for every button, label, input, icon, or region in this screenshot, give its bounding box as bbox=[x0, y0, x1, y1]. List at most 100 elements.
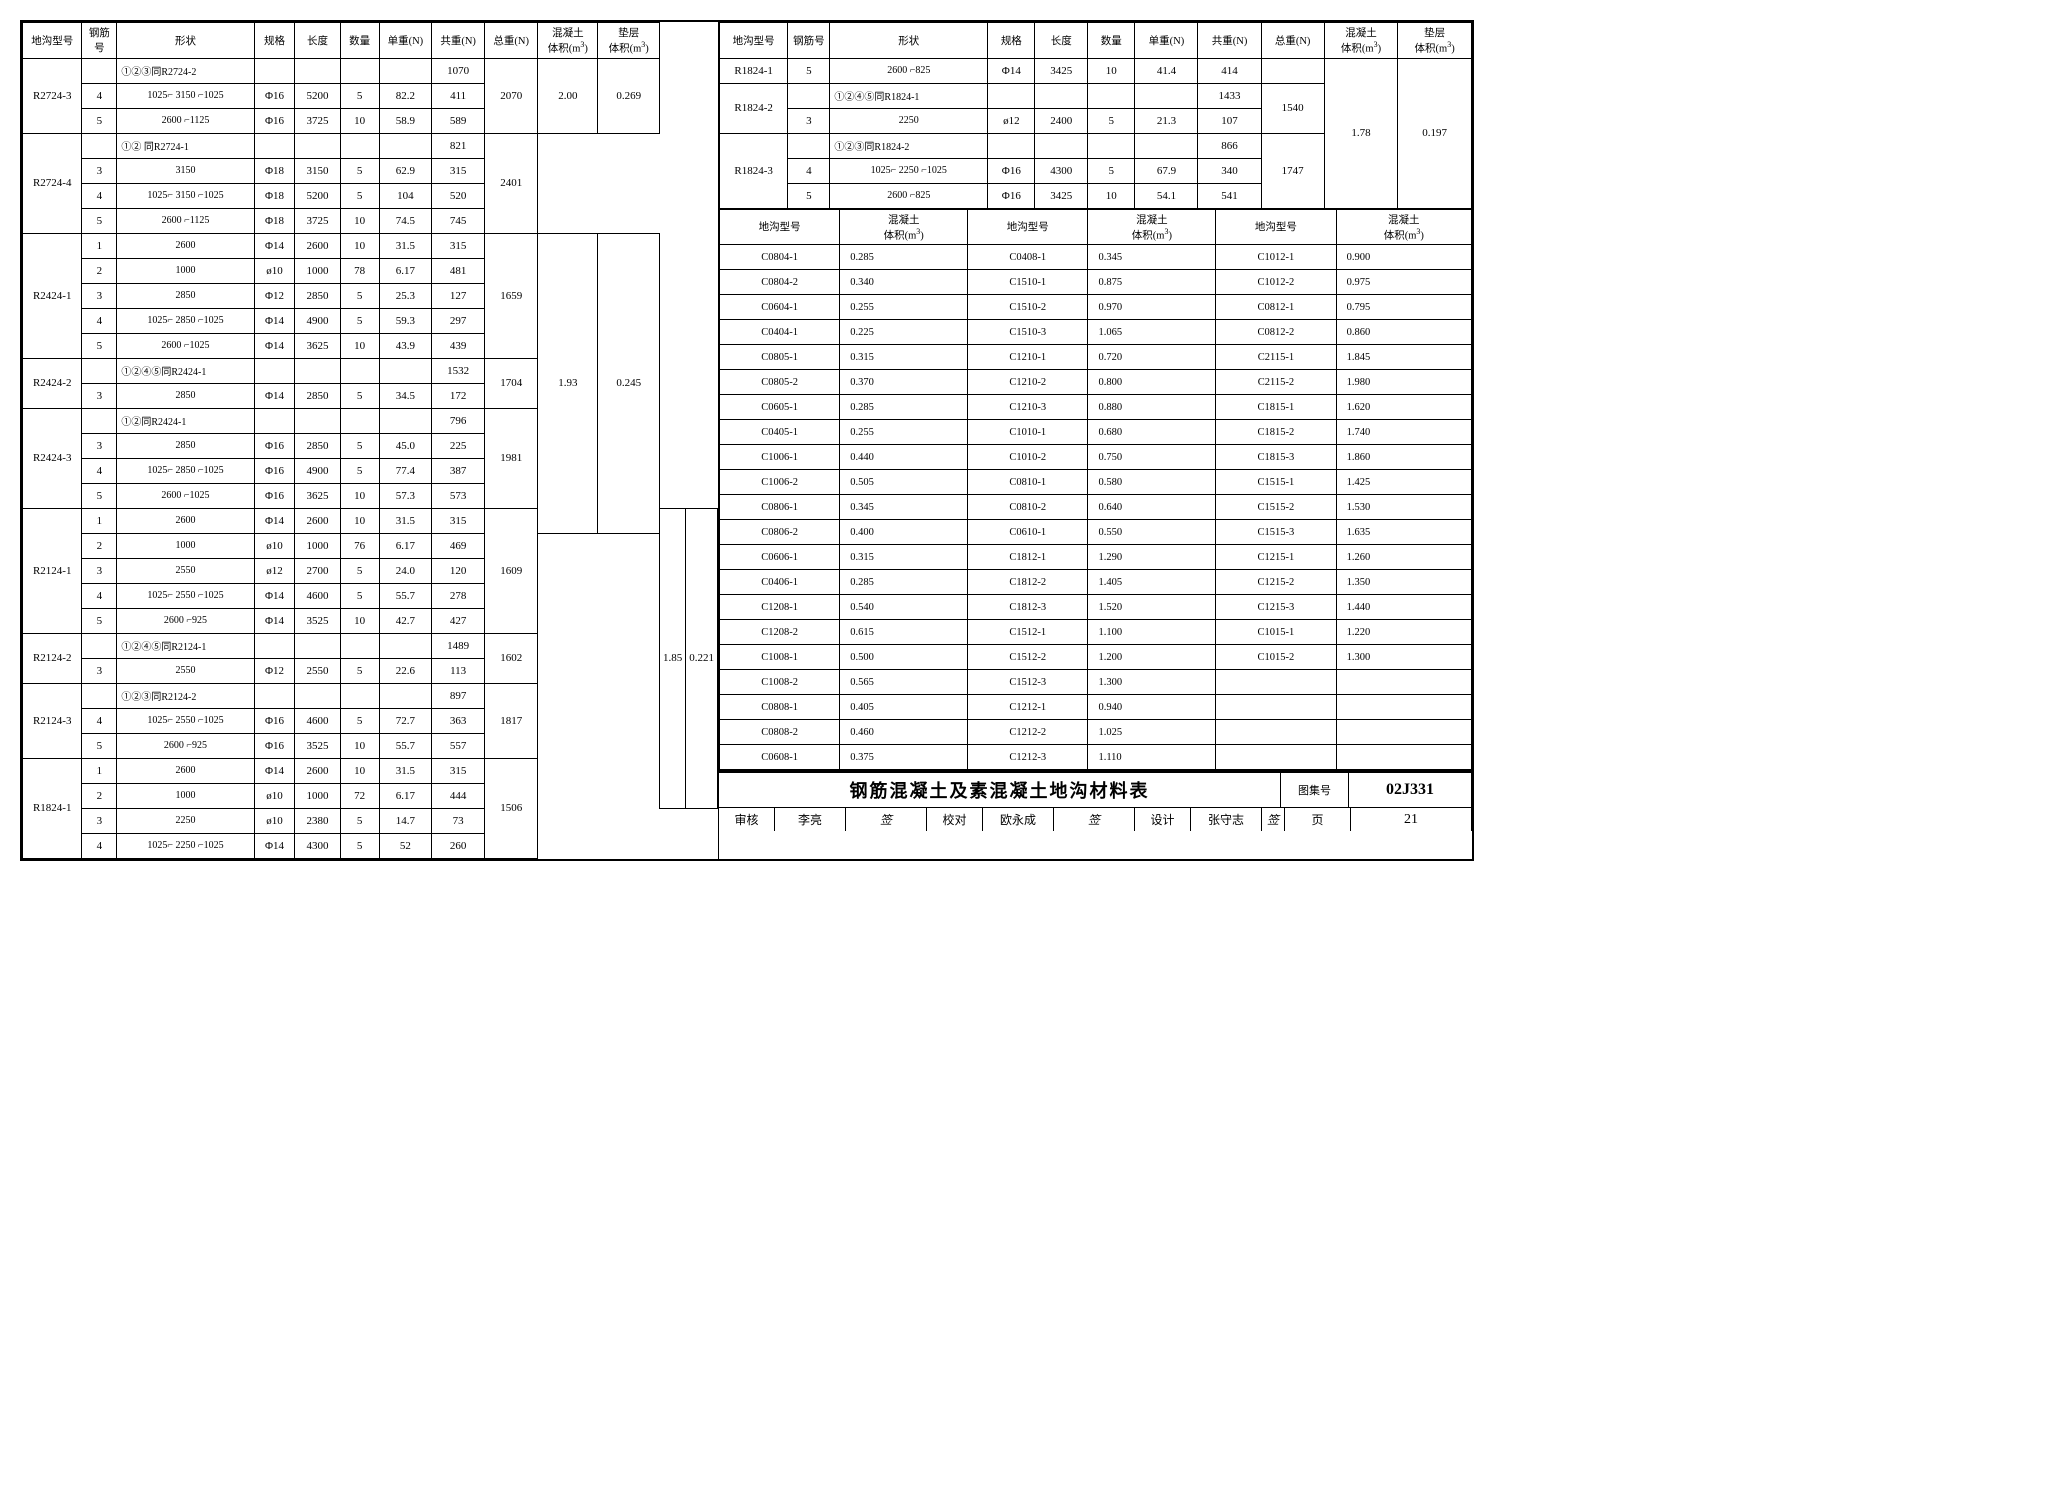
table-row: R1824-112600Φ1426001031.53151506 bbox=[23, 758, 718, 783]
cell-len: 3625 bbox=[295, 483, 340, 508]
cell-len: 3150 bbox=[295, 158, 340, 183]
cell-spec: Φ14 bbox=[254, 758, 295, 783]
cell-uw bbox=[1135, 83, 1198, 108]
vol-value: 1.300 bbox=[1336, 645, 1471, 670]
cell-len: 4300 bbox=[295, 833, 340, 858]
cell-len: 3625 bbox=[295, 333, 340, 358]
cell-uw: 21.3 bbox=[1135, 108, 1198, 133]
table-row: R2424-112600Φ1426001031.531516591.930.24… bbox=[23, 233, 718, 258]
col-header: 数量 bbox=[1088, 23, 1135, 59]
table-row: 41025⌐ 3150 ⌐1025Φ1852005104520 bbox=[23, 183, 718, 208]
vol-model: C0405-1 bbox=[719, 420, 839, 445]
cell-cw: 387 bbox=[432, 458, 485, 483]
vol-model: C0606-1 bbox=[719, 545, 839, 570]
cell-bar: 3 bbox=[82, 658, 117, 683]
vol-row: C1008-20.565C1512-31.300 bbox=[719, 670, 1471, 695]
cell-shape: 2600 ⌐825 bbox=[830, 58, 988, 83]
col-header: 单重(N) bbox=[379, 23, 431, 59]
vol-model bbox=[1216, 720, 1336, 745]
cell-shape: 2600 ⌐1125 bbox=[117, 108, 254, 133]
cell-spec bbox=[254, 358, 295, 383]
cell-qty bbox=[340, 58, 379, 83]
vol-value: 0.370 bbox=[840, 370, 968, 395]
cell-bar bbox=[82, 58, 117, 83]
cell-bar: 1 bbox=[82, 758, 117, 783]
vol-value: 0.285 bbox=[840, 570, 968, 595]
cell-spec: Φ14 bbox=[254, 508, 295, 533]
cell-len: 1000 bbox=[295, 533, 340, 558]
model-cell: R2424-3 bbox=[23, 408, 82, 508]
vol-value: 0.225 bbox=[840, 320, 968, 345]
cell-spec: Φ16 bbox=[254, 733, 295, 758]
cell-shape: 3150 bbox=[117, 158, 254, 183]
vol-model: C1510-3 bbox=[968, 320, 1088, 345]
cell-bar: 3 bbox=[82, 433, 117, 458]
cell-shape: 2550 bbox=[117, 558, 254, 583]
cell-shape: 1025⌐ 2550 ⌐1025 bbox=[117, 583, 254, 608]
cell-spec: Φ14 bbox=[988, 58, 1035, 83]
vol-model: C0604-1 bbox=[719, 295, 839, 320]
cell-bar: 5 bbox=[82, 608, 117, 633]
vol-model: C1010-1 bbox=[968, 420, 1088, 445]
vol-row: C0804-20.340C1510-10.875C1012-20.975 bbox=[719, 270, 1471, 295]
model-cell: R1824-1 bbox=[719, 58, 787, 83]
vol-model: C0804-2 bbox=[719, 270, 839, 295]
concrete-cell: 2.00 bbox=[538, 58, 598, 133]
cell-qty: 10 bbox=[340, 108, 379, 133]
cell-shape: 1000 bbox=[117, 783, 254, 808]
cell-bar: 4 bbox=[82, 833, 117, 858]
cell-len: 2600 bbox=[295, 758, 340, 783]
vol-value: 0.345 bbox=[840, 495, 968, 520]
cell-len bbox=[295, 408, 340, 433]
vol-model: C1010-2 bbox=[968, 445, 1088, 470]
model-cell: R2124-2 bbox=[23, 633, 82, 683]
cell-shape: ①②④⑤同R2424-1 bbox=[117, 358, 254, 383]
cell-cw: 821 bbox=[432, 133, 485, 158]
cell-qty: 5 bbox=[340, 708, 379, 733]
total-cell: 1506 bbox=[485, 758, 538, 858]
cell-shape: 2850 bbox=[117, 383, 254, 408]
vol-value: 0.400 bbox=[840, 520, 968, 545]
cell-qty bbox=[340, 633, 379, 658]
col-header: 混凝土体积(m3) bbox=[538, 23, 598, 59]
col-header: 地沟型号 bbox=[1216, 209, 1336, 245]
vol-model: C1208-1 bbox=[719, 595, 839, 620]
cell-cw: 172 bbox=[432, 383, 485, 408]
vol-model: C1210-3 bbox=[968, 395, 1088, 420]
cell-len bbox=[295, 633, 340, 658]
vol-value: 0.345 bbox=[1088, 245, 1216, 270]
vol-model: C0806-1 bbox=[719, 495, 839, 520]
table-row: 41025⌐ 2550 ⌐1025Φ144600555.7278 bbox=[23, 583, 718, 608]
cell-uw: 55.7 bbox=[379, 583, 431, 608]
cell-shape: 2600 ⌐925 bbox=[117, 733, 254, 758]
vol-value: 0.315 bbox=[840, 545, 968, 570]
cell-qty: 5 bbox=[1088, 158, 1135, 183]
cell-cw: 315 bbox=[432, 233, 485, 258]
cell-shape: ①②③同R2124-2 bbox=[117, 683, 254, 708]
cell-uw: 45.0 bbox=[379, 433, 431, 458]
cell-shape: 2250 bbox=[830, 108, 988, 133]
vol-value: 1.740 bbox=[1336, 420, 1471, 445]
vol-model: C1815-1 bbox=[1216, 395, 1336, 420]
col-header: 垫层体积(m3) bbox=[1398, 23, 1472, 59]
cell-len: 2600 bbox=[295, 233, 340, 258]
vol-model: C1012-2 bbox=[1216, 270, 1336, 295]
concrete-cell: 1.78 bbox=[1324, 58, 1398, 208]
cell-qty: 5 bbox=[340, 433, 379, 458]
cell-uw: 22.6 bbox=[379, 658, 431, 683]
page-label: 页 bbox=[1285, 808, 1351, 831]
vol-model: C1515-3 bbox=[1216, 520, 1336, 545]
cell-spec: Φ14 bbox=[254, 608, 295, 633]
vol-value: 0.970 bbox=[1088, 295, 1216, 320]
vol-value: 1.635 bbox=[1336, 520, 1471, 545]
drawing-title: 钢筋混凝土及素混凝土地沟材料表 bbox=[719, 773, 1281, 807]
cell-shape: 2600 ⌐825 bbox=[830, 183, 988, 208]
cell-qty bbox=[1088, 133, 1135, 158]
col-header: 混凝土体积(m3) bbox=[1336, 209, 1471, 245]
model-cell: R1824-3 bbox=[719, 133, 787, 208]
col-header: 混凝土体积(m3) bbox=[1324, 23, 1398, 59]
cell-qty: 5 bbox=[340, 458, 379, 483]
vol-model: C1815-2 bbox=[1216, 420, 1336, 445]
cell-spec bbox=[254, 58, 295, 83]
cell-cw: 315 bbox=[432, 508, 485, 533]
